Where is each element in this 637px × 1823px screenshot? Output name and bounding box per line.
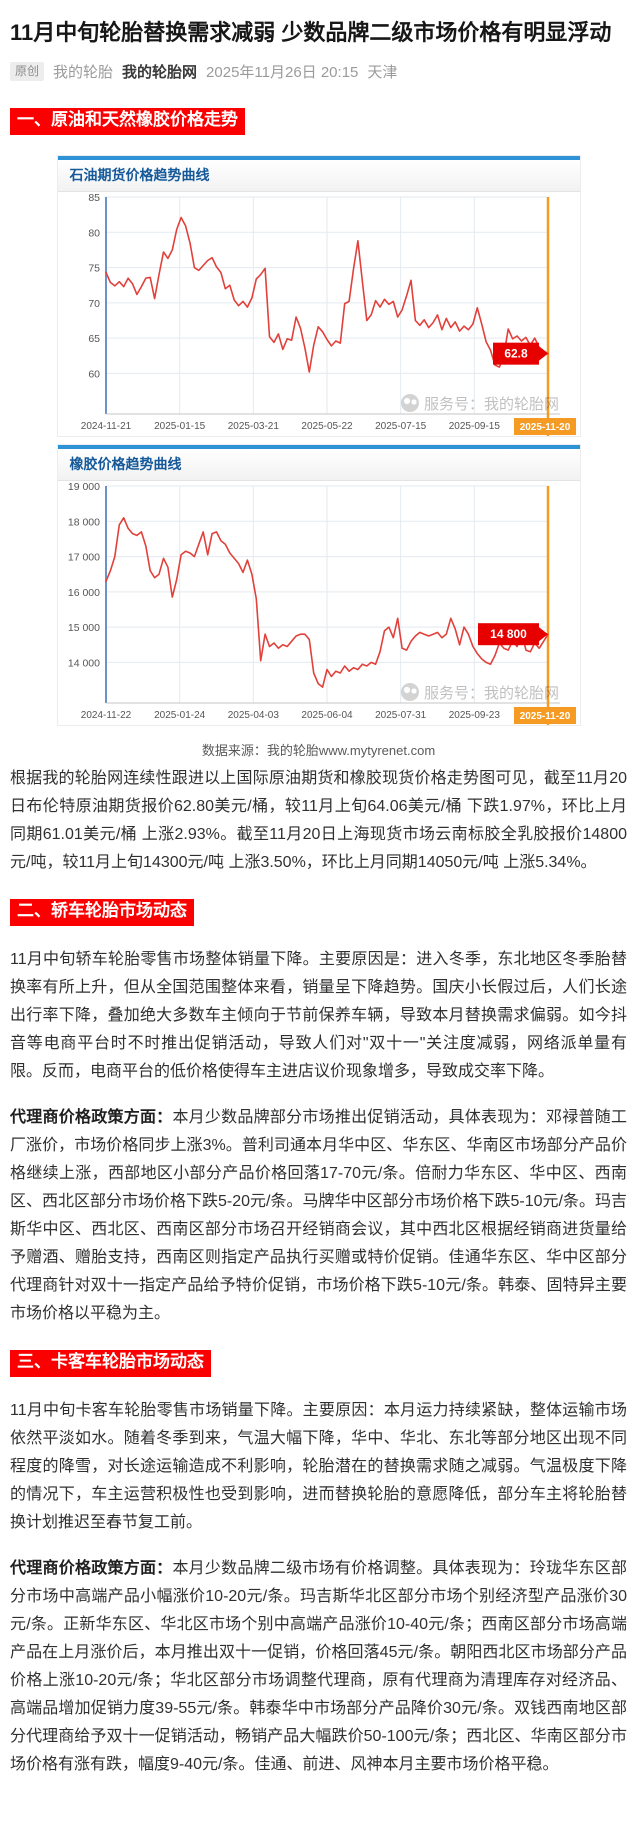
price-charts-figure: 石油期货价格趋势曲线 85 80 75 70 65 60 2024-11-21 2025-01… <box>56 154 581 726</box>
agent-policy-lead: 代理商价格政策方面： <box>10 1108 173 1126</box>
publish-datetime: 2025年11月26日 20:15 <box>206 63 359 81</box>
rubber-chart-title: 橡胶价格趋势曲线 <box>57 448 580 481</box>
para-pcr-market: 11月中旬轿车轮胎零售市场整体销量下降。主要原因是：进入冬季，东北地区冬季胎替换… <box>10 946 627 1086</box>
section-heading-tbr: 三、卡客车轮胎市场动态 <box>10 1349 211 1377</box>
svg-text:服务号：我的轮胎网: 服务号：我的轮胎网 <box>424 685 559 702</box>
svg-text:2025-07-31: 2025-07-31 <box>375 710 427 721</box>
oil-chart-card[interactable]: 石油期货价格趋势曲线 85 80 75 70 65 60 2024-11-21 2025-01… <box>56 154 581 437</box>
svg-text:80: 80 <box>88 227 100 239</box>
svg-text:16 000: 16 000 <box>67 587 99 599</box>
data-source-caption: 数据来源：我的轮胎www.mytyrenet.com <box>201 742 436 758</box>
author-name: 我的轮胎 <box>53 63 114 81</box>
svg-text:2024-11-21: 2024-11-21 <box>80 421 131 432</box>
svg-text:85: 85 <box>88 192 100 204</box>
svg-text:2025-07-15: 2025-07-15 <box>375 421 427 432</box>
section-1: 一、原油和天然橡胶价格走势 <box>10 107 627 145</box>
svg-text:17 000: 17 000 <box>67 551 99 563</box>
section-heading-oil-rubber: 一、原油和天然橡胶价格走势 <box>10 107 245 135</box>
svg-text:14 800: 14 800 <box>490 627 527 641</box>
svg-text:2025-04-03: 2025-04-03 <box>227 710 279 721</box>
oil-chart-title: 石油期货价格趋势曲线 <box>57 159 580 192</box>
chart-top-border <box>57 444 580 449</box>
svg-text:75: 75 <box>88 262 100 274</box>
account-name-link[interactable]: 我的轮胎网 <box>122 63 198 81</box>
svg-text:2025-01-24: 2025-01-24 <box>154 710 206 721</box>
section-heading-pcr: 二、轿车轮胎市场动态 <box>10 898 194 926</box>
svg-text:70: 70 <box>88 298 100 310</box>
svg-text:15 000: 15 000 <box>67 622 99 634</box>
oil-price-chart: 85 80 75 70 65 60 2024-11-21 2025-01-15 2025-03-… <box>80 192 576 436</box>
para-pcr-agent-policy-text: 本月少数品牌部分市场推出促销活动，具体表现为：邓禄普随工厂涨价，市场价格同步上涨… <box>10 1108 627 1322</box>
svg-text:62.8: 62.8 <box>504 346 528 360</box>
para-tbr-market-text: 11月中旬卡客车轮胎零售市场销量下降。主要原因：本月运力持续紧缺，整体运输市场依… <box>10 1401 627 1531</box>
svg-text:2024-11-22: 2024-11-22 <box>80 710 131 721</box>
chart-top-border <box>57 155 580 160</box>
publish-location: 天津 <box>367 63 398 81</box>
section-3: 三、卡客车轮胎市场动态 <box>10 1349 627 1387</box>
svg-text:18 000: 18 000 <box>67 516 99 528</box>
svg-text:19 000: 19 000 <box>67 481 99 493</box>
para-tbr-agent-policy-text: 本月少数品牌二级市场有价格调整。具体表现为：玲珑华东区部分市场中高端产品小幅涨价… <box>10 1559 627 1773</box>
para-price-summary-text: 根据我的轮胎网连续性跟进以上国际原油期货和橡胶现货价格走势图可见，截至11月20… <box>10 769 627 871</box>
svg-text:服务号：我的轮胎网: 服务号：我的轮胎网 <box>424 396 559 413</box>
svg-text:14 000: 14 000 <box>67 657 99 669</box>
para-pcr-agent-policy: 代理商价格政策方面：本月少数品牌部分市场推出促销活动，具体表现为：邓禄普随工厂涨… <box>10 1104 627 1328</box>
para-tbr-agent-policy: 代理商价格政策方面：本月少数品牌二级市场有价格调整。具体表现为：玲珑华东区部分市… <box>10 1555 627 1779</box>
svg-text:2025-09-15: 2025-09-15 <box>448 421 500 432</box>
svg-text:2025-05-22: 2025-05-22 <box>301 421 353 432</box>
svg-text:2025-01-15: 2025-01-15 <box>154 421 206 432</box>
svg-text:2025-03-21: 2025-03-21 <box>227 421 279 432</box>
svg-text:60: 60 <box>88 368 100 380</box>
para-tbr-market: 11月中旬卡客车轮胎零售市场销量下降。主要原因：本月运力持续紧缺，整体运输市场依… <box>10 1397 627 1537</box>
byline: 原创 我的轮胎 我的轮胎网 2025年11月26日 20:15 天津 <box>10 61 627 82</box>
svg-text:2025-06-04: 2025-06-04 <box>301 710 353 721</box>
svg-text:2025-09-23: 2025-09-23 <box>448 710 500 721</box>
rubber-price-chart: 19 000 18 000 17 000 16 000 15 000 14 000 2024… <box>67 481 576 725</box>
svg-text:2025-11-20: 2025-11-20 <box>519 422 570 433</box>
agent-policy-lead: 代理商价格政策方面： <box>10 1559 173 1577</box>
svg-text:65: 65 <box>88 333 100 345</box>
para-pcr-market-text: 11月中旬轿车轮胎零售市场整体销量下降。主要原因是：进入冬季，东北地区冬季胎替换… <box>10 950 627 1080</box>
original-badge: 原创 <box>10 61 45 81</box>
rubber-chart-card[interactable]: 橡胶价格趋势曲线 19 000 18 000 17 000 16 000 15 000 1… <box>56 443 581 726</box>
page-title: 11月中旬轮胎替换需求减弱 少数品牌二级市场价格有明显浮动 <box>10 20 612 45</box>
section-2: 二、轿车轮胎市场动态 <box>10 898 627 936</box>
svg-text:2025-11-20: 2025-11-20 <box>519 711 570 722</box>
para-price-summary: 根据我的轮胎网连续性跟进以上国际原油期货和橡胶现货价格走势图可见，截至11月20… <box>10 765 627 877</box>
